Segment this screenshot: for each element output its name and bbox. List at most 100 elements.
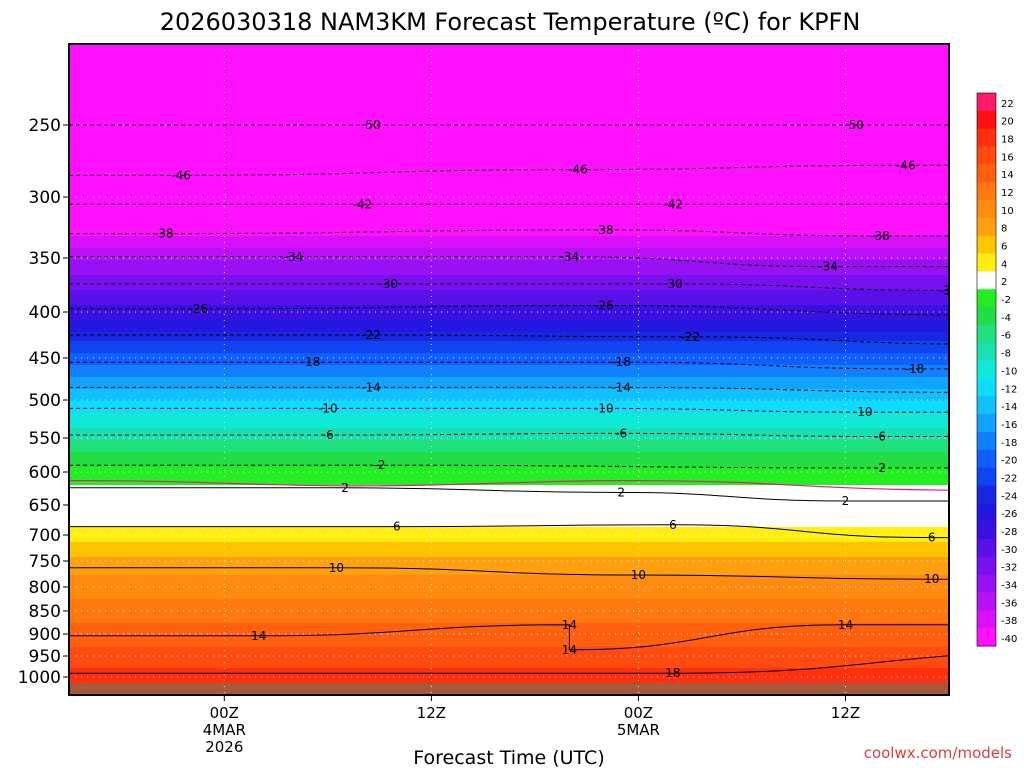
colorbar-swatch: [977, 449, 996, 469]
contour-line: [69, 567, 949, 580]
colorbar-swatch: [977, 556, 996, 576]
contour-label: 10: [924, 572, 939, 586]
contour-label: 2: [842, 494, 850, 508]
plot-area: -50-50-46-46-46-42-42-42-38-38-38-34-34-…: [69, 44, 976, 695]
colorbar-label: -14: [1001, 402, 1017, 413]
contour-line: [69, 283, 949, 291]
contour-label: -18: [611, 355, 631, 369]
contour-line: [69, 334, 949, 345]
contour-label: -6: [615, 426, 627, 440]
contour-label: -26: [189, 302, 209, 316]
contour-line: [69, 256, 949, 268]
contour-label: -38: [154, 227, 174, 241]
y-tick-label: 250: [29, 116, 61, 136]
credit-text: coolwx.com/models: [864, 744, 1012, 762]
colorbar-label: 14: [1001, 170, 1014, 181]
contour-label: -26: [956, 308, 976, 322]
colorbar-frame: [976, 92, 997, 647]
contour-label: 18: [665, 666, 680, 680]
colorbar-swatch: [977, 128, 996, 148]
y-tick-label: 950: [29, 647, 61, 667]
colorbar-swatch: [977, 342, 996, 362]
colorbar-label: 6: [1001, 242, 1007, 253]
gridlines: [69, 44, 949, 695]
contour-label: -46: [568, 163, 588, 177]
contour-label: 6: [928, 531, 936, 545]
x-tick-label: 5MAR: [617, 721, 660, 739]
contour-label: -18: [301, 355, 321, 369]
plot-frame: [68, 43, 950, 696]
contour-label: 2: [341, 481, 349, 495]
y-tick-label: 600: [29, 463, 61, 483]
colorbar-swatch: [977, 467, 996, 486]
y-tick-label: 500: [29, 391, 61, 411]
colorbar-swatch: [977, 574, 996, 593]
colorbar-label: 16: [1001, 152, 1014, 163]
y-tick-label: 900: [29, 625, 61, 645]
colorbar-swatch: [977, 200, 996, 219]
contour-label: -46: [171, 168, 191, 182]
contour-label: -10: [594, 401, 614, 415]
y-tick-label: 700: [29, 526, 61, 546]
x-tick-label: 2026: [205, 738, 243, 756]
x-tick-label: 4MAR: [203, 721, 246, 739]
y-tick-label: 300: [29, 188, 61, 208]
colorbar: 22 20 18 16 14 12 10 8 6 4 2 -2 -4 -6 -8 -10 -12 -14 -16 -1…: [976, 92, 1017, 647]
colorbar-label: -16: [1001, 420, 1017, 431]
contour-label: 14: [562, 643, 577, 657]
colorbar-label: -8: [1001, 349, 1011, 360]
y-axis-ticks: 250 300 350 400 450 500 550 600 650 700 750 800 850 9…: [18, 116, 69, 688]
contour-label: -34: [818, 260, 838, 274]
chart-title: 2026030318 NAM3KM Forecast Temperature (…: [160, 8, 861, 36]
colorbar-swatch: [977, 503, 996, 522]
contour-label: -22: [361, 328, 381, 342]
y-tick-label: 750: [29, 552, 61, 572]
colorbar-swatch: [977, 235, 996, 255]
colorbar-label: -4: [1001, 313, 1011, 324]
y-tick-label: 350: [29, 249, 61, 269]
colorbar-label: -36: [1001, 598, 1017, 609]
contour-label: -10: [318, 401, 338, 415]
colorbar-label: -6: [1001, 331, 1011, 342]
colorbar-label: 4: [1001, 259, 1007, 270]
contour-label: -42: [353, 197, 373, 211]
contour-label: -30: [378, 277, 398, 291]
colorbar-swatch: [977, 592, 996, 611]
x-tick-label: 00Z: [624, 704, 653, 722]
contour-label: 2: [617, 485, 625, 499]
colorbar-label: 12: [1001, 188, 1014, 199]
contour-line: [69, 487, 949, 502]
contour-label: -6: [874, 429, 886, 443]
colorbar-swatch: [977, 182, 996, 201]
contour-label: -26: [594, 299, 614, 313]
contour-label: -14: [956, 385, 976, 399]
colorbar-swatch: [977, 485, 996, 504]
colorbar-swatch: [977, 360, 996, 379]
contour-label: -6: [322, 428, 334, 442]
contour-label: -14: [361, 380, 381, 394]
y-tick-label: 650: [29, 496, 61, 516]
contour-label: -50: [361, 118, 381, 132]
colorbar-swatch: [977, 414, 996, 433]
contour-label: -50: [844, 118, 864, 132]
contour-label: 6: [669, 518, 677, 532]
colorbar-swatch: [977, 253, 996, 272]
contour-label: -30: [663, 277, 683, 291]
contour-label: -34: [560, 250, 580, 264]
contour-label: 14: [838, 618, 853, 632]
colorbar-swatch: [977, 324, 996, 344]
colorbar-label: 22: [1001, 99, 1014, 110]
contour-label: -34: [284, 250, 304, 264]
y-tick-label: 450: [29, 349, 61, 369]
contour-label: -22: [680, 330, 700, 344]
colorbar-swatch: [977, 521, 996, 540]
colorbar-swatch: [977, 93, 996, 112]
colorbar-label: 10: [1001, 206, 1014, 217]
x-axis-ticks: 00Z4MAR202612Z00Z5MAR12Z00Z6MAR: [203, 695, 860, 756]
colorbar-label: -26: [1001, 509, 1017, 520]
colorbar-swatch: [977, 538, 996, 558]
colorbar-label: -12: [1001, 384, 1017, 395]
x-tick-label: 00Z: [210, 704, 239, 722]
contour-label: 14: [251, 629, 266, 643]
colorbar-swatch: [977, 378, 996, 397]
